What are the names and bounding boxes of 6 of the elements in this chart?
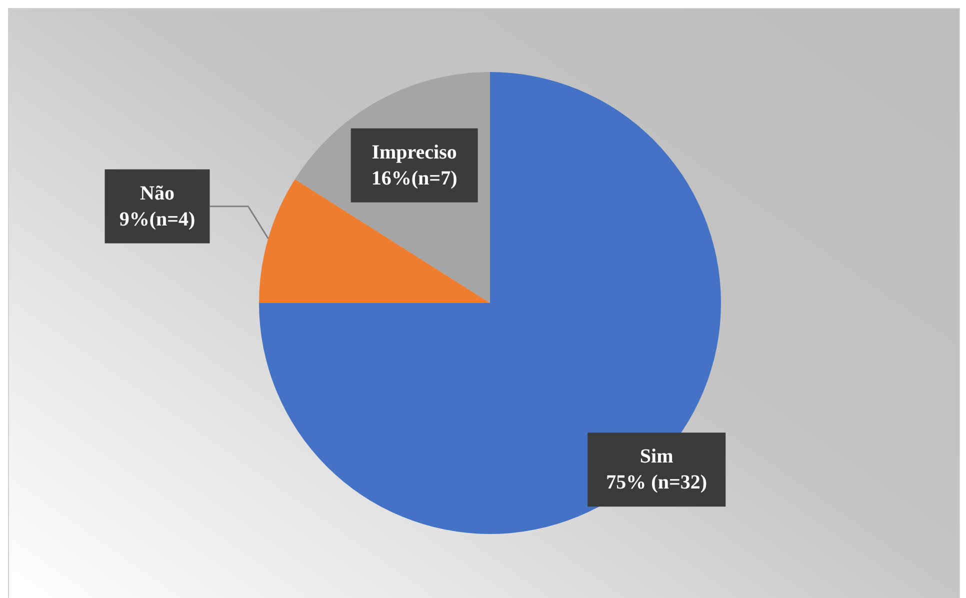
slice-label: Impreciso (372, 141, 457, 164)
slice-label: Sim (640, 446, 674, 468)
slice-label: Não (140, 182, 174, 204)
data-label: 75% (n=32) (606, 472, 708, 494)
data-label: 16%(n=7) (371, 167, 458, 190)
data-label: 9%(n=4) (119, 208, 196, 230)
